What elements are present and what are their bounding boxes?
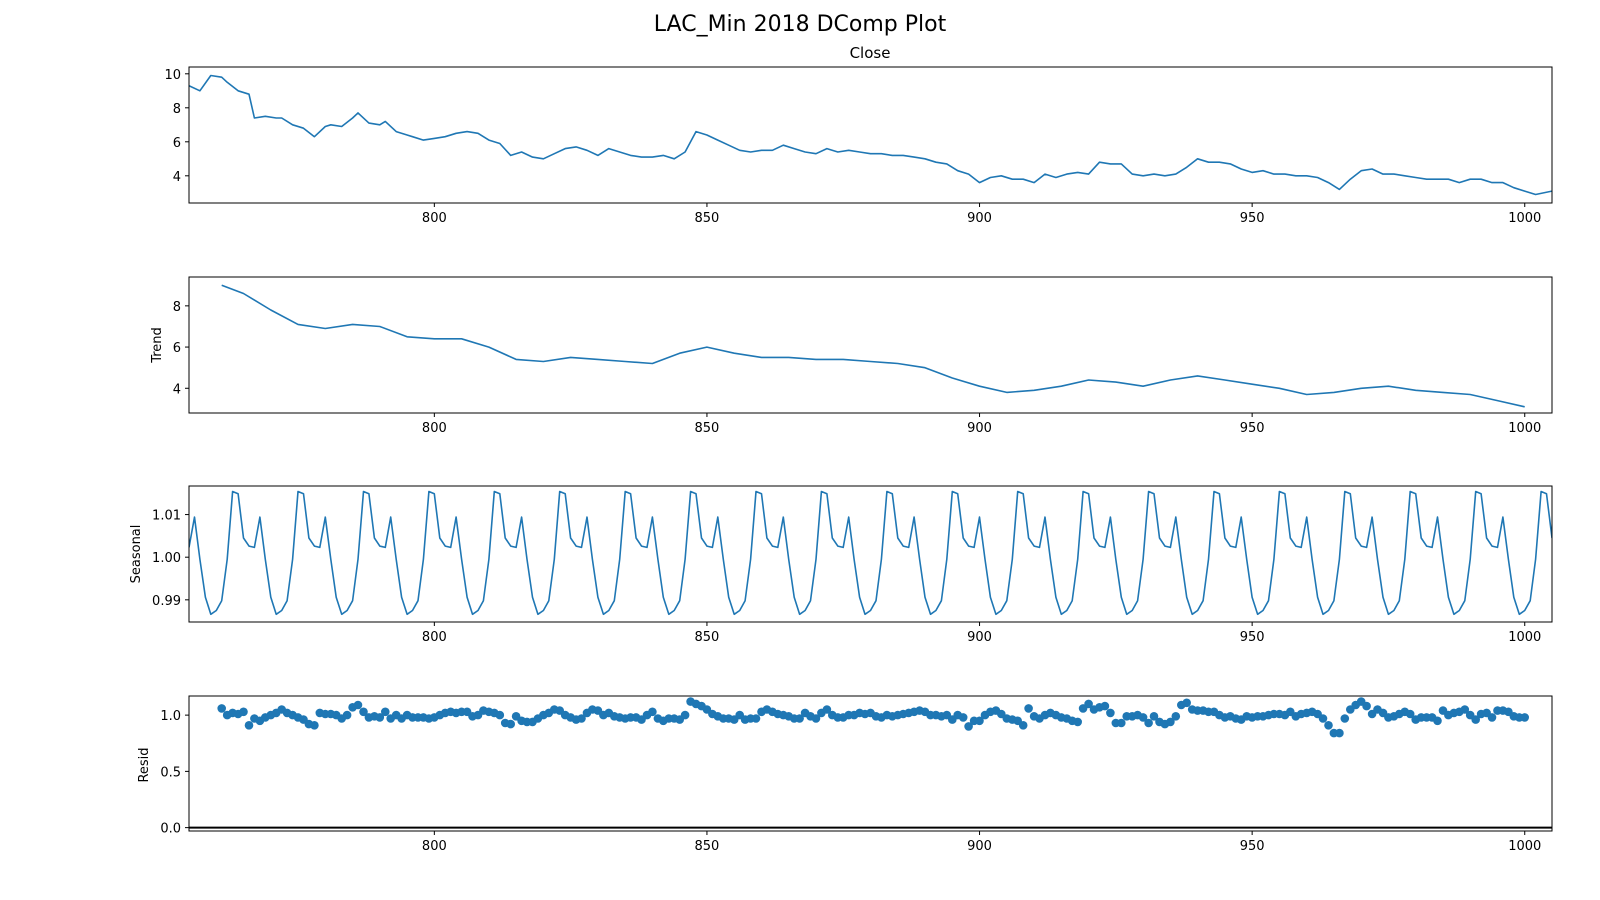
resid-point (1073, 717, 1082, 727)
seasonal-subplot: Seasonal 800 850 900 950 1000 0.99 1.00 1.01 (129, 485, 1553, 645)
resid-point (217, 704, 226, 713)
seasonal-x-tick-label: 800 (422, 630, 447, 645)
resid-x-tick-label: 900 (967, 839, 992, 854)
resid-point (342, 710, 352, 720)
resid-point (1084, 699, 1093, 709)
seasonal-axes-frame (188, 485, 1553, 623)
trend-plot-area (221, 284, 1525, 408)
seasonal-x-tick-label: 950 (1240, 630, 1265, 645)
resid-y-tick-label: 1.0 (160, 709, 181, 724)
resid-point (1024, 704, 1033, 713)
resid-x-tick-label: 950 (1240, 839, 1265, 854)
resid-point (577, 714, 586, 723)
trend-y-tick-label: 4 (173, 382, 181, 397)
close-x-tick-label: 900 (967, 211, 992, 226)
resid-point (964, 722, 973, 731)
trend-subplot: Trend 800 850 900 950 1000 4 6 8 (150, 276, 1553, 436)
seasonal-ylabel: Seasonal (129, 525, 144, 584)
resid-y-tick-label: 0.5 (160, 765, 181, 780)
resid-axes-frame (188, 695, 1553, 832)
close-plot-area (189, 74, 1552, 196)
resid-point (1324, 721, 1333, 730)
trend-axes-frame (188, 276, 1553, 414)
close-x-tick-label: 1000 (1508, 211, 1541, 226)
close-y-tick-label: 6 (173, 136, 181, 151)
resid-point (795, 714, 804, 723)
close-axes-frame (188, 66, 1553, 204)
seasonal-series-line (189, 490, 1552, 616)
close-x-tick-label: 800 (422, 211, 447, 226)
seasonal-x-tick-label: 1000 (1508, 630, 1541, 645)
resid-point (1106, 708, 1115, 718)
resid-point (506, 719, 515, 729)
close-x-tick-label: 850 (695, 211, 720, 226)
seasonal-y-tick-label: 1.00 (152, 551, 181, 566)
trend-x-tick-label: 850 (695, 421, 720, 436)
resid-point (1405, 709, 1415, 719)
seasonal-x-tick-label: 900 (967, 630, 992, 645)
resid-point (1182, 698, 1191, 708)
resid-point (1144, 718, 1153, 728)
resid-point (1335, 728, 1344, 738)
resid-point (1471, 715, 1480, 724)
close-subplot-title: Close (850, 44, 891, 62)
resid-point (1117, 718, 1126, 728)
resid-point (1460, 705, 1470, 714)
resid-point (310, 721, 319, 730)
figure-title: LAC_Min 2018 DComp Plot (653, 12, 947, 37)
resid-point (1433, 716, 1442, 726)
trend-x-tick-label: 800 (422, 421, 447, 436)
seasonal-y-tick-label: 1.01 (152, 509, 181, 524)
resid-x-tick-label: 800 (422, 839, 447, 854)
resid-point (1018, 721, 1028, 730)
close-y-tick-label: 10 (164, 68, 181, 83)
resid-point (381, 707, 390, 717)
resid-point (1100, 701, 1110, 711)
resid-point (958, 713, 968, 722)
trend-x-tick-label: 900 (967, 421, 992, 436)
trend-y-tick-label: 8 (173, 300, 181, 315)
resid-point (353, 700, 363, 710)
resid-point (239, 707, 248, 717)
resid-point (375, 713, 385, 722)
resid-plot-area (189, 697, 1552, 829)
resid-point (495, 710, 505, 720)
resid-point (1340, 714, 1350, 723)
resid-x-tick-label: 1000 (1508, 839, 1541, 854)
resid-point (975, 716, 984, 726)
resid-point (1318, 714, 1328, 723)
trend-ylabel: Trend (150, 327, 165, 364)
seasonal-x-tick-label: 850 (695, 630, 720, 645)
resid-point (751, 714, 761, 723)
close-subplot: Close 800 850 900 950 1000 4 6 8 10 (164, 44, 1553, 226)
close-y-tick-label: 4 (173, 170, 181, 185)
resid-point (1520, 713, 1529, 722)
close-series-line (189, 74, 1552, 196)
trend-x-tick-label: 1000 (1508, 421, 1541, 436)
resid-point (648, 707, 657, 717)
resid-point (1149, 712, 1159, 721)
trend-y-tick-label: 6 (173, 341, 181, 356)
resid-point (359, 707, 368, 717)
resid-ylabel: Resid (137, 747, 152, 782)
trend-x-tick-label: 950 (1240, 421, 1265, 436)
resid-point (822, 705, 832, 714)
resid-point (244, 721, 254, 730)
resid-point (811, 714, 821, 723)
resid-y-tick-label: 0.0 (160, 822, 181, 837)
close-x-tick-label: 950 (1240, 211, 1265, 226)
resid-point (1487, 713, 1497, 722)
resid-point (1166, 717, 1175, 727)
close-y-tick-label: 8 (173, 102, 181, 117)
resid-point (1362, 701, 1371, 711)
resid-x-tick-label: 850 (695, 839, 720, 854)
resid-subplot: Resid 800 850 900 950 1000 0.0 0.5 1.0 (137, 695, 1553, 854)
seasonal-y-tick-label: 0.99 (152, 594, 181, 609)
resid-point (1171, 712, 1181, 721)
resid-point (1138, 713, 1148, 722)
trend-series-line (221, 284, 1525, 408)
seasonal-plot-area (189, 490, 1552, 616)
resid-point (680, 710, 690, 720)
